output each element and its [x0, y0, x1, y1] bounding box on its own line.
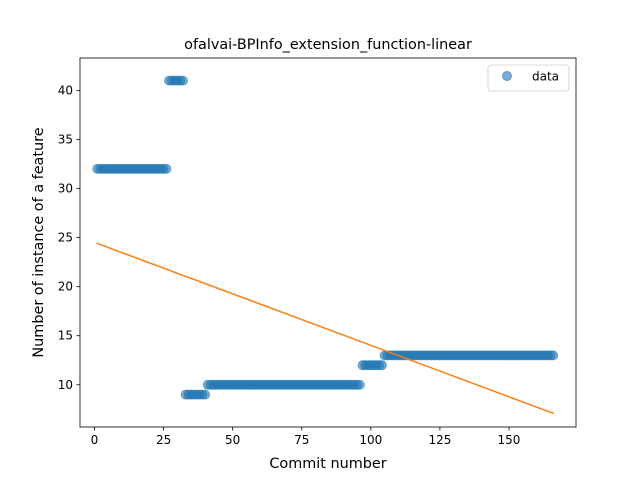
y-axis-label: Number of instance of a feature: [31, 127, 47, 357]
y-tick-label: 20: [58, 280, 73, 294]
chart-title: ofalvai-BPInfo_extension_function-linear: [184, 37, 472, 53]
x-axis-label: Commit number: [269, 456, 386, 472]
fit-line: [96, 242, 555, 415]
y-tick-label: 30: [58, 182, 73, 196]
y-tick-label: 10: [58, 378, 73, 392]
data-point: [177, 75, 188, 86]
x-tick-label: 125: [428, 433, 451, 447]
x-tick-label: 0: [91, 433, 99, 447]
x-tick-label: 75: [294, 433, 309, 447]
legend: data: [487, 64, 570, 92]
data-point: [200, 389, 211, 400]
legend-marker: [502, 71, 512, 81]
x-tick-label: 25: [156, 433, 171, 447]
x-tick-label: 50: [225, 433, 240, 447]
y-tick-label: 40: [58, 83, 73, 97]
data-point: [376, 360, 387, 371]
data-point: [161, 163, 172, 174]
x-tick-label: 150: [498, 433, 521, 447]
plot-frame: [79, 57, 577, 428]
x-tick-label: 100: [359, 433, 382, 447]
y-tick-label: 25: [58, 231, 73, 245]
data-points: [92, 75, 559, 400]
fit-line-group: [96, 242, 555, 415]
legend-label: data: [532, 70, 559, 84]
y-tick-label: 35: [58, 132, 73, 146]
data-point: [548, 350, 559, 361]
data-point: [354, 379, 365, 390]
y-axis: 10 15 20 25 30 35 40: [58, 83, 80, 392]
plot-area: [80, 58, 576, 427]
x-axis: 0 25 50 75 100 125 150: [91, 427, 521, 447]
y-tick-label: 15: [58, 329, 73, 343]
